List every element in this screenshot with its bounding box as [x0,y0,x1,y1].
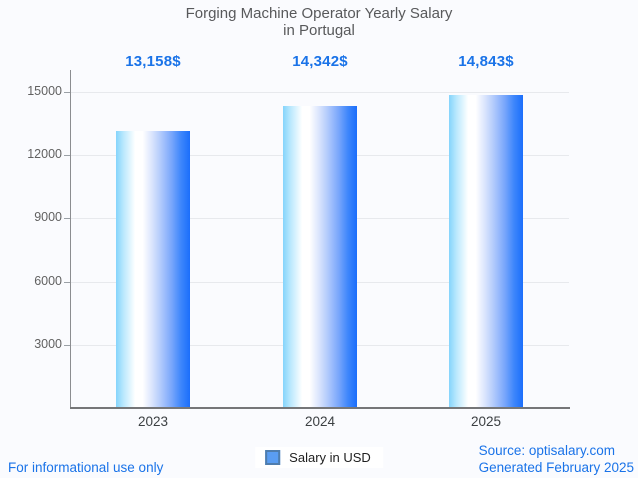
chart-legend: Salary in USD [255,447,383,468]
legend-label: Salary in USD [289,450,371,465]
gridline [71,92,569,93]
y-axis-tick [64,345,70,346]
chart-title-line1: Forging Machine Operator Yearly Salary [185,5,453,22]
x-axis-line [70,407,570,409]
y-axis-tick [64,92,70,93]
y-axis-label: 12000 [27,147,62,161]
bar-2025 [449,95,523,407]
y-axis-tick [64,155,70,156]
y-axis-label: 9000 [34,210,62,224]
bar-2023 [116,131,190,407]
y-axis-label: 3000 [34,337,62,351]
source-text: Source: optisalary.com [478,443,615,458]
source-block: Source: optisalary.com Generated Februar… [479,443,634,476]
chart-title-line2: in Portugal [283,22,355,39]
bar-value-label: 14,843$ [458,53,514,70]
bar-2024 [283,106,357,407]
bar-value-label: 13,158$ [125,53,181,70]
generated-text: Generated February 2025 [478,459,634,475]
y-axis-label: 15000 [27,84,62,98]
chart-title: Forging Machine Operator Yearly Salary i… [0,5,638,39]
y-axis-tick [64,282,70,283]
bar-value-label: 14,342$ [292,53,348,70]
legend-swatch-icon [265,450,281,465]
x-axis-label: 2024 [304,414,336,429]
y-axis-tick [64,218,70,219]
x-axis-label: 2023 [137,414,169,429]
y-axis-label: 6000 [34,274,62,288]
x-axis-label: 2025 [470,414,502,429]
y-axis-line [70,70,71,408]
disclaimer-text: For informational use only [8,460,164,475]
